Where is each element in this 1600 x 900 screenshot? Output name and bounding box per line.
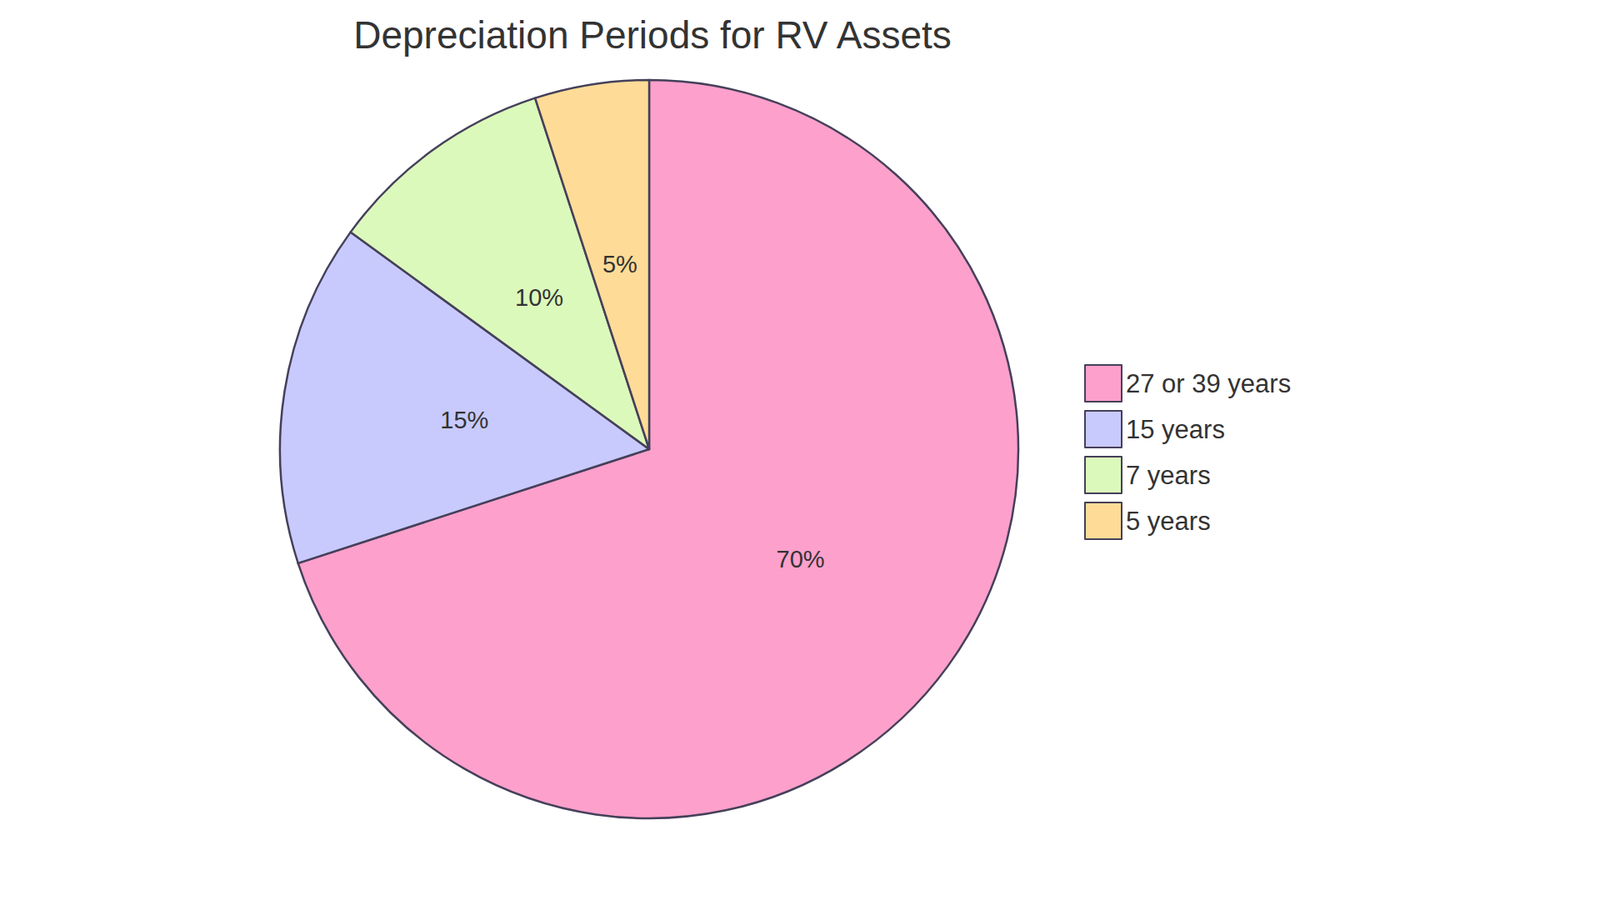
svg-text:70%: 70% [776, 545, 825, 573]
svg-text:27 or 39 years: 27 or 39 years [1125, 369, 1291, 399]
svg-text:7 years: 7 years [1125, 460, 1211, 490]
svg-text:Depreciation Periods for RV As: Depreciation Periods for RV Assets [353, 13, 952, 57]
svg-text:10%: 10% [515, 284, 564, 311]
svg-text:15 years: 15 years [1125, 415, 1225, 445]
svg-text:15%: 15% [440, 406, 489, 434]
svg-text:5%: 5% [602, 250, 638, 278]
svg-text:5 years: 5 years [1125, 506, 1211, 536]
